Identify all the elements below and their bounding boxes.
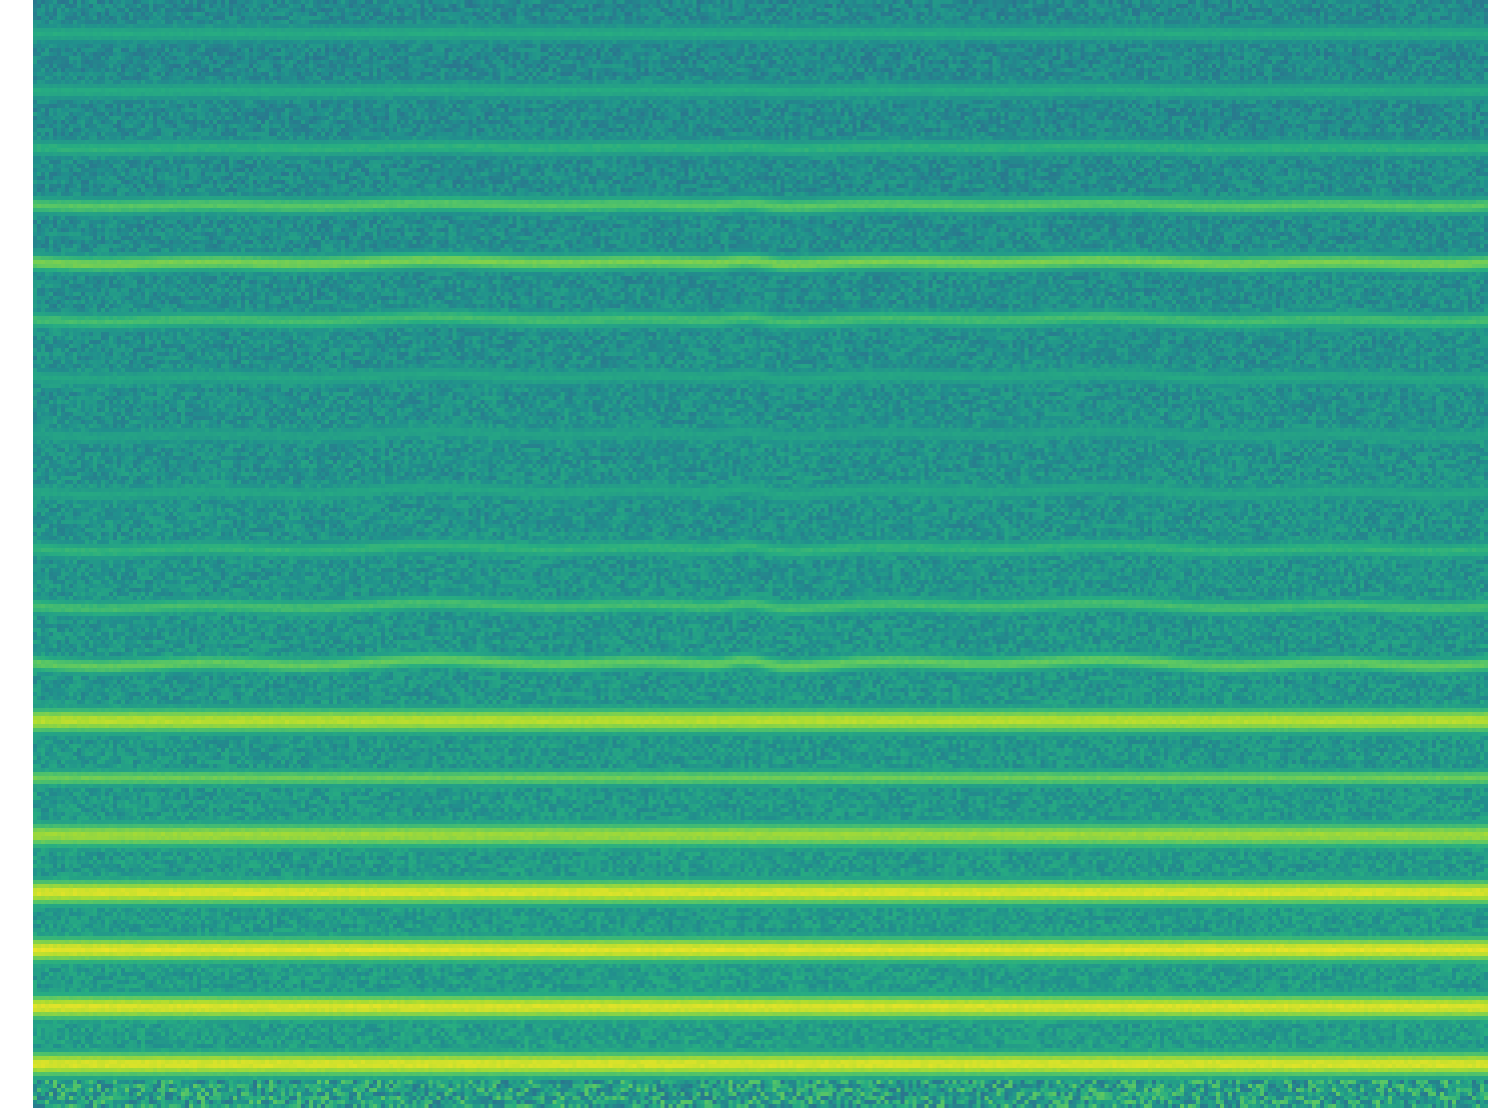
- chart-title: [0, 0, 1, 1]
- spectrogram-heatmap: [33, 0, 1488, 1108]
